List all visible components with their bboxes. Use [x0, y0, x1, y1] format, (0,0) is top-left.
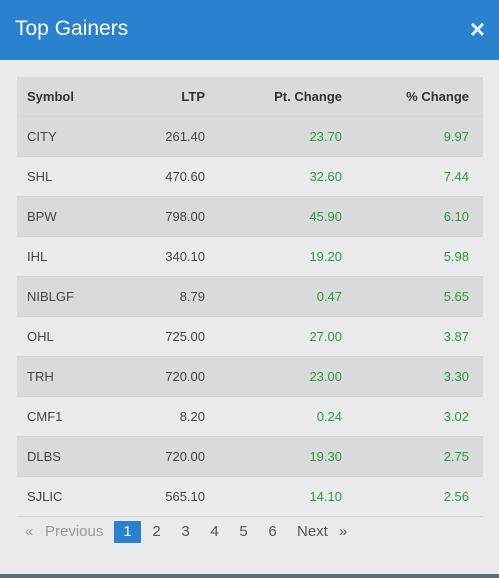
- cell: 8.79: [179, 289, 205, 304]
- table-row[interactable]: NIBLGF 8.79 0.47 5.65: [17, 277, 483, 317]
- cell: 19.30: [309, 449, 342, 464]
- next-button[interactable]: Next: [297, 523, 328, 540]
- cell: 3.02: [443, 409, 469, 424]
- table-row[interactable]: OHL 725.00 27.00 3.87: [17, 317, 483, 357]
- close-button[interactable]: ×: [469, 14, 485, 44]
- cell: 7.44: [443, 169, 469, 184]
- column-header: LTP: [181, 89, 205, 104]
- cell: 798.00: [165, 209, 205, 224]
- column-header: Symbol: [27, 89, 74, 104]
- table-row[interactable]: DLBS 720.00 19.30 2.75: [17, 437, 483, 477]
- page-button[interactable]: 5: [239, 523, 248, 540]
- table-row[interactable]: IHL 340.10 19.20 5.98: [17, 237, 483, 277]
- column-header: Pt. Change: [274, 89, 342, 104]
- cell: 261.40: [165, 129, 205, 144]
- next-symbol[interactable]: »: [339, 523, 348, 540]
- cell: 5.98: [443, 249, 469, 264]
- cell: OHL: [27, 329, 54, 344]
- header-row: Symbol LTP Pt. Change % Change: [17, 77, 483, 117]
- cell: 720.00: [165, 449, 205, 464]
- table: Symbol LTP Pt. Change % Change CITY 261.40 23.…: [17, 77, 483, 517]
- cell: CMF1: [27, 409, 63, 424]
- table-row[interactable]: SJLIC 565.10 14.10 2.56: [17, 477, 483, 517]
- bottom-edge: [0, 574, 499, 578]
- modal-header: Top Gainers ×: [0, 0, 499, 60]
- table-row[interactable]: BPW 798.00 45.90 6.10: [17, 197, 483, 237]
- cell: 3.30: [443, 369, 469, 384]
- cell: 3.87: [443, 329, 469, 344]
- cell: 27.00: [309, 329, 342, 344]
- cell: 720.00: [165, 369, 205, 384]
- table-row[interactable]: TRH 720.00 23.00 3.30: [17, 357, 483, 397]
- cell: 23.70: [309, 129, 342, 144]
- cell: CITY: [27, 129, 57, 144]
- cell: 0.24: [316, 409, 342, 424]
- cell: 2.56: [443, 489, 469, 504]
- cell: 5.65: [443, 289, 469, 304]
- page-button[interactable]: 1: [114, 521, 141, 543]
- cell: 9.97: [443, 129, 469, 144]
- cell: 14.10: [309, 489, 342, 504]
- cell: 725.00: [165, 329, 205, 344]
- cell: IHL: [27, 249, 48, 264]
- prev-symbol[interactable]: «: [25, 523, 34, 540]
- cell: SHL: [27, 169, 53, 184]
- modal-title: Top Gainers: [15, 17, 129, 40]
- table-row[interactable]: SHL 470.60 32.60 7.44: [17, 157, 483, 197]
- page-button[interactable]: 2: [152, 523, 161, 540]
- column-header: % Change: [406, 89, 469, 104]
- cell: SJLIC: [27, 489, 63, 504]
- cell: 45.90: [309, 209, 342, 224]
- prev-button[interactable]: Previous: [45, 523, 104, 540]
- cell: 565.10: [165, 489, 205, 504]
- cell: DLBS: [27, 449, 61, 464]
- cell: 470.60: [165, 169, 205, 184]
- cell: NIBLGF: [27, 289, 74, 304]
- cell: 8.20: [179, 409, 205, 424]
- table-row[interactable]: CMF1 8.20 0.24 3.02: [17, 397, 483, 437]
- cell: 19.20: [309, 249, 342, 264]
- cell: 32.60: [309, 169, 342, 184]
- cell: BPW: [27, 209, 57, 224]
- table-row[interactable]: CITY 261.40 23.70 9.97: [17, 117, 483, 157]
- cell: 340.10: [165, 249, 205, 264]
- page-button[interactable]: 3: [181, 523, 190, 540]
- cell: 2.75: [443, 449, 469, 464]
- page-button[interactable]: 6: [268, 523, 277, 540]
- cell: 23.00: [309, 369, 342, 384]
- cell: 0.47: [316, 289, 342, 304]
- cell: 6.10: [443, 209, 469, 224]
- cell: TRH: [27, 369, 54, 384]
- page-button[interactable]: 4: [210, 523, 219, 540]
